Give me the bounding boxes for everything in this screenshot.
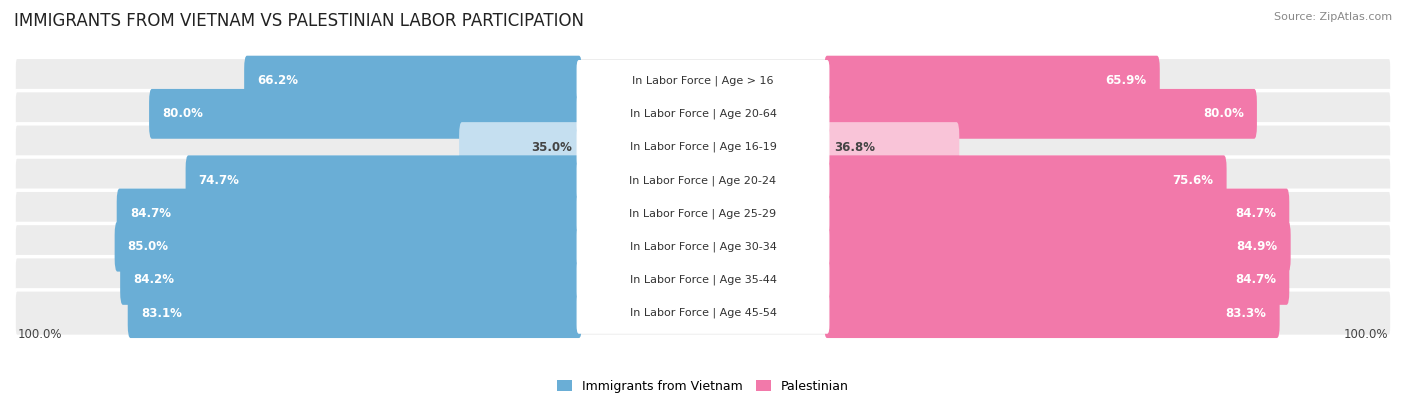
Text: 84.7%: 84.7% [1236, 273, 1277, 286]
FancyBboxPatch shape [578, 94, 828, 134]
FancyBboxPatch shape [824, 122, 959, 172]
FancyBboxPatch shape [117, 188, 582, 239]
Text: 84.7%: 84.7% [129, 207, 170, 220]
FancyBboxPatch shape [578, 160, 828, 200]
Text: 85.0%: 85.0% [128, 240, 169, 253]
FancyBboxPatch shape [14, 290, 1392, 337]
Text: 83.3%: 83.3% [1226, 307, 1267, 320]
Text: 35.0%: 35.0% [531, 141, 572, 154]
FancyBboxPatch shape [14, 124, 1392, 170]
FancyBboxPatch shape [578, 227, 828, 267]
FancyBboxPatch shape [245, 56, 582, 105]
FancyBboxPatch shape [578, 61, 828, 101]
Legend: Immigrants from Vietnam, Palestinian: Immigrants from Vietnam, Palestinian [553, 375, 853, 395]
FancyBboxPatch shape [578, 127, 828, 167]
FancyBboxPatch shape [14, 57, 1392, 104]
FancyBboxPatch shape [460, 122, 582, 172]
Text: 36.8%: 36.8% [834, 141, 875, 154]
FancyBboxPatch shape [149, 89, 582, 139]
FancyBboxPatch shape [824, 222, 1291, 272]
Text: IMMIGRANTS FROM VIETNAM VS PALESTINIAN LABOR PARTICIPATION: IMMIGRANTS FROM VIETNAM VS PALESTINIAN L… [14, 12, 583, 30]
Text: In Labor Force | Age 16-19: In Labor Force | Age 16-19 [630, 142, 776, 152]
Text: Source: ZipAtlas.com: Source: ZipAtlas.com [1274, 12, 1392, 22]
Text: 80.0%: 80.0% [1204, 107, 1244, 120]
Text: 74.7%: 74.7% [198, 174, 239, 187]
FancyBboxPatch shape [824, 288, 1279, 338]
FancyBboxPatch shape [14, 190, 1392, 237]
Text: 100.0%: 100.0% [17, 328, 62, 341]
Text: 100.0%: 100.0% [1344, 328, 1389, 341]
Text: 75.6%: 75.6% [1173, 174, 1213, 187]
FancyBboxPatch shape [578, 194, 828, 233]
FancyBboxPatch shape [824, 255, 1289, 305]
FancyBboxPatch shape [128, 288, 582, 338]
FancyBboxPatch shape [14, 90, 1392, 137]
Text: 66.2%: 66.2% [257, 74, 298, 87]
FancyBboxPatch shape [824, 56, 1160, 105]
Text: In Labor Force | Age 20-64: In Labor Force | Age 20-64 [630, 109, 776, 119]
Text: 80.0%: 80.0% [162, 107, 202, 120]
Text: In Labor Force | Age 20-24: In Labor Force | Age 20-24 [630, 175, 776, 186]
Text: In Labor Force | Age 45-54: In Labor Force | Age 45-54 [630, 308, 776, 318]
Text: 84.9%: 84.9% [1236, 240, 1278, 253]
FancyBboxPatch shape [824, 188, 1289, 239]
Text: 84.2%: 84.2% [134, 273, 174, 286]
Text: In Labor Force | Age > 16: In Labor Force | Age > 16 [633, 75, 773, 86]
Text: In Labor Force | Age 35-44: In Labor Force | Age 35-44 [630, 275, 776, 285]
FancyBboxPatch shape [186, 155, 582, 205]
FancyBboxPatch shape [14, 257, 1392, 303]
FancyBboxPatch shape [115, 222, 582, 272]
Text: 84.7%: 84.7% [1236, 207, 1277, 220]
FancyBboxPatch shape [120, 255, 582, 305]
Text: 83.1%: 83.1% [141, 307, 181, 320]
FancyBboxPatch shape [578, 260, 828, 300]
FancyBboxPatch shape [578, 293, 828, 333]
FancyBboxPatch shape [824, 89, 1257, 139]
FancyBboxPatch shape [14, 224, 1392, 270]
FancyBboxPatch shape [14, 157, 1392, 203]
Text: In Labor Force | Age 25-29: In Labor Force | Age 25-29 [630, 208, 776, 219]
Text: In Labor Force | Age 30-34: In Labor Force | Age 30-34 [630, 241, 776, 252]
Text: 65.9%: 65.9% [1105, 74, 1147, 87]
FancyBboxPatch shape [824, 155, 1226, 205]
